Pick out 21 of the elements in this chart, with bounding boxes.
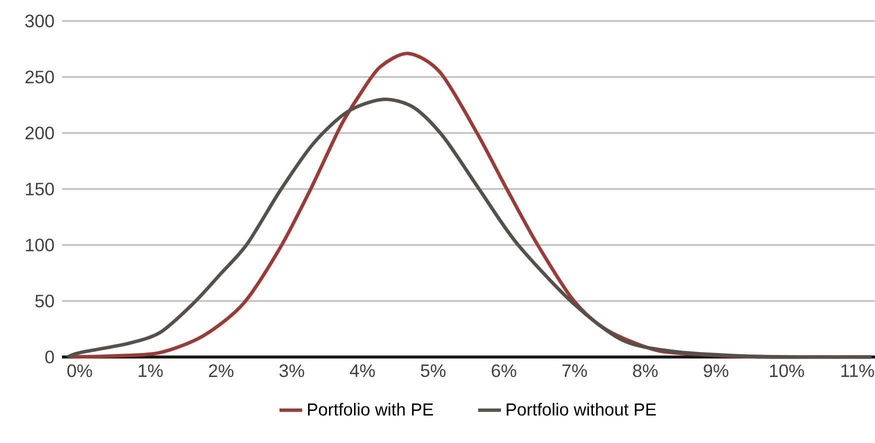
x-tick-label: 4% — [350, 364, 375, 377]
x-tick-label: 9% — [704, 364, 728, 378]
y-tick-label: 50 — [35, 294, 54, 308]
x-tick-label: 8% — [633, 364, 658, 378]
y-tick-label: 250 — [25, 70, 54, 84]
x-tick-label: 10% — [770, 364, 804, 378]
x-tick-label: 5% — [420, 364, 446, 378]
y-tick-label: 100 — [26, 238, 54, 252]
y-tick-label: 150 — [26, 182, 54, 196]
legend-label: Portfolio without PE — [506, 402, 656, 416]
x-tick-label: 0% — [67, 364, 92, 378]
y-tick-label: 0 — [45, 350, 54, 364]
x-tick-label: 3% — [279, 364, 304, 378]
legend-label: Portfolio with PE — [308, 402, 434, 416]
x-tick-label: 11% — [841, 364, 874, 377]
x-tick-label: 1% — [138, 364, 163, 377]
x-tick-label: 7% — [562, 364, 587, 377]
x-tick-label: 6% — [492, 364, 516, 378]
y-tick-label: 300 — [25, 14, 54, 28]
y-tick-label: 200 — [25, 126, 54, 140]
x-tick-label: 2% — [208, 364, 234, 378]
